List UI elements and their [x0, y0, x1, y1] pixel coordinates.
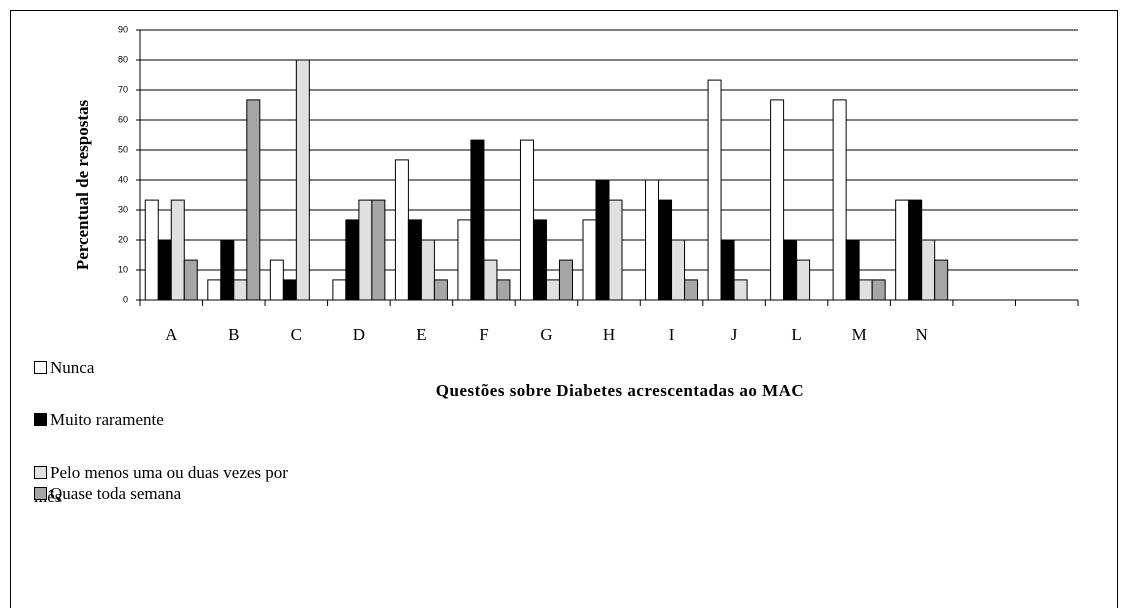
legend-label: Muito raramente: [50, 410, 164, 429]
bar: [684, 279, 699, 301]
bar: [457, 219, 472, 301]
bar: [483, 259, 498, 301]
bar: [358, 199, 373, 301]
bar: [170, 199, 185, 301]
bar: [733, 279, 748, 301]
bar: [233, 279, 248, 301]
bar: [183, 259, 198, 301]
x-tick-label: A: [165, 325, 178, 344]
bar: [332, 279, 347, 301]
bar: [770, 99, 785, 301]
bar: [720, 239, 735, 301]
bar: [608, 199, 623, 301]
x-tick-label: M: [852, 325, 867, 344]
legend-label: Quase toda semana: [50, 484, 182, 503]
frame: [10, 10, 1118, 608]
bar: [545, 279, 560, 301]
bar: [921, 239, 936, 301]
bar: [934, 259, 949, 301]
legend-swatch: [34, 413, 47, 426]
y-axis-title: Percentual de respostas: [73, 99, 92, 270]
bar: [269, 259, 284, 301]
bar: [845, 239, 860, 301]
bar: [645, 179, 660, 301]
x-tick-label: E: [416, 325, 426, 344]
bar: [858, 279, 873, 301]
bar: [144, 199, 159, 301]
bar: [671, 239, 686, 301]
bar: [871, 279, 886, 301]
bar: [908, 199, 923, 301]
bar: [895, 199, 910, 301]
bar: [394, 159, 409, 301]
legend-swatch: [34, 466, 47, 479]
x-tick-label: B: [228, 325, 239, 344]
y-tick-label: 40: [118, 174, 128, 184]
y-tick-label: 70: [118, 84, 128, 94]
bar: [658, 199, 673, 301]
x-tick-label: J: [731, 325, 738, 344]
bar: [207, 279, 222, 301]
y-tick-label: 30: [118, 204, 128, 214]
bar: [595, 179, 610, 301]
y-tick-label: 60: [118, 114, 128, 124]
bar: [558, 259, 573, 301]
bar: [433, 279, 448, 301]
x-tick-label: C: [291, 325, 302, 344]
bar: [282, 279, 297, 301]
bar: [371, 199, 386, 301]
x-tick-label: G: [540, 325, 552, 344]
x-tick-label: F: [479, 325, 488, 344]
x-tick-label: N: [916, 325, 928, 344]
y-tick-label: 20: [118, 234, 128, 244]
legend-item: Pelo menos uma ou duas vezes por mês: [34, 461, 314, 509]
bar: [496, 279, 511, 301]
bar: [345, 219, 360, 301]
legend-item: Muito raramente: [34, 408, 314, 432]
bar: [796, 259, 811, 301]
x-tick-label: H: [603, 325, 615, 344]
y-tick-label: 0: [123, 294, 128, 304]
bar: [220, 239, 235, 301]
y-tick-label: 90: [118, 24, 128, 34]
bar: [295, 59, 310, 301]
bar: [519, 139, 534, 301]
x-tick-label: I: [669, 325, 675, 344]
y-tick-label: 80: [118, 54, 128, 64]
bar: [407, 219, 422, 301]
legend-item: Nunca: [34, 356, 314, 380]
bar: [246, 99, 261, 301]
bar: [783, 239, 798, 301]
bar: [157, 239, 172, 301]
legend-label: Pelo menos uma ou duas vezes por mês: [34, 463, 288, 506]
y-tick-label: 10: [118, 264, 128, 274]
x-tick-label: D: [353, 325, 365, 344]
bar: [420, 239, 435, 301]
bar: [532, 219, 547, 301]
legend-swatch: [34, 361, 47, 374]
x-axis-title: Questões sobre Diabetes acrescentadas ao…: [436, 381, 804, 400]
bar: [582, 219, 597, 301]
bar: [470, 139, 485, 301]
x-tick-label: L: [791, 325, 801, 344]
bar: [832, 99, 847, 301]
legend-item: Quase toda semana: [34, 482, 314, 506]
y-tick-label: 50: [118, 144, 128, 154]
bar: [707, 79, 722, 301]
legend-swatch: [34, 487, 47, 500]
legend-label: Nunca: [50, 358, 95, 377]
